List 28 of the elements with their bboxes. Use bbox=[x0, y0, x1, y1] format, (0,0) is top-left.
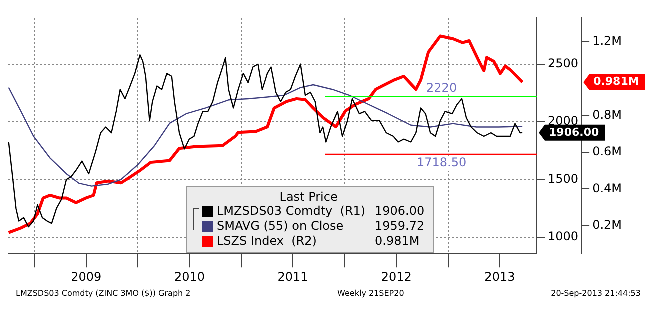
x-tick-label: 2013 bbox=[484, 270, 516, 284]
text: 1906.00 bbox=[549, 126, 600, 139]
legend-label: LMZSDS03 Comdty (R1) bbox=[217, 204, 367, 219]
y-tick-label: 1000 bbox=[548, 230, 579, 244]
x-tick-label: 2012 bbox=[381, 270, 412, 284]
text: LMZSDS03 Comdty (ZINC 3MO ($)) Graph 2 bbox=[16, 289, 191, 298]
x-tick-label: 2011 bbox=[278, 270, 308, 284]
y-tick-label: 2000 bbox=[548, 114, 579, 128]
text: 0.981M bbox=[594, 75, 640, 88]
y-tick-label: 1500 bbox=[548, 172, 579, 186]
legend-label: SMAVG (55) on Close bbox=[217, 219, 345, 234]
x-tick-label: 2009 bbox=[71, 270, 102, 284]
text: 20-Sep-2013 21:44:53 bbox=[551, 289, 641, 298]
ref-line-label: 2220 bbox=[426, 80, 458, 95]
y2-tick-label: 0.2M bbox=[592, 218, 622, 232]
legend-title: Last Price bbox=[278, 190, 339, 204]
y2-tick-label: 0.6M bbox=[592, 144, 622, 159]
annotation: 1906.00 bbox=[375, 204, 425, 219]
annotation: 0.981M bbox=[375, 234, 420, 249]
y2-tick-label: 1.2M bbox=[592, 34, 622, 48]
ref-line-label: 1718.50 bbox=[416, 156, 467, 170]
annotation: 1959.72 bbox=[375, 219, 425, 234]
x-tick-label: 2010 bbox=[174, 270, 205, 284]
legend-label: LSZS Index (R2) bbox=[217, 234, 318, 249]
y2-tick-label: 0.8M bbox=[592, 108, 622, 122]
y-tick-label: 2500 bbox=[548, 56, 579, 70]
text: Weekly 21SEP20 bbox=[338, 289, 404, 298]
y2-tick-label: 0.4M bbox=[592, 181, 622, 196]
